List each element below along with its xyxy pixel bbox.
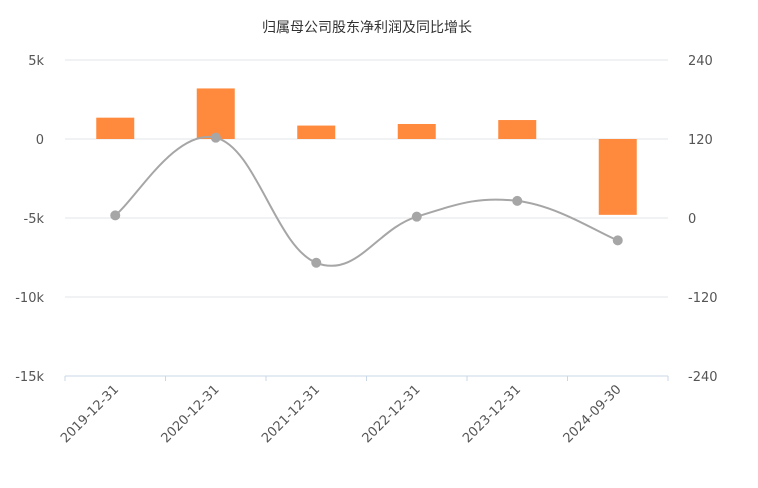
y-right-tick-label: 0 [688, 212, 696, 227]
bar [498, 120, 537, 139]
bar [297, 125, 336, 139]
x-tick-label: 2022-12-31 [360, 382, 424, 446]
y-left-tick-label: -5k [24, 212, 45, 227]
y-left-tick-label: -15k [15, 370, 44, 385]
y-left-tick-label: -10k [15, 291, 44, 306]
line-point [210, 132, 221, 143]
y-left-tick-label: 5k [28, 54, 44, 69]
bar [598, 139, 637, 215]
x-tick-label: 2019-12-31 [58, 382, 122, 446]
chart-title: 归属母公司股东净利润及同比增长 [262, 19, 472, 36]
line-point [512, 195, 523, 206]
x-tick-label: 2020-12-31 [159, 382, 223, 446]
bar-layer [96, 88, 637, 215]
y-right-tick-label: 120 [688, 133, 713, 148]
x-tick-label: 2023-12-31 [460, 382, 524, 446]
y-right-tick-label: -120 [688, 291, 718, 306]
x-tick-label: 2021-12-31 [259, 382, 323, 446]
bar [96, 117, 135, 139]
x-tick-label: 2024-09-30 [561, 382, 625, 446]
bar [196, 88, 235, 139]
y-right-tick-label: -240 [688, 370, 718, 385]
bar [397, 123, 436, 139]
line-point [612, 235, 623, 246]
growth-line [114, 135, 619, 267]
grid-layer [65, 59, 668, 298]
y-right-tick-label: 240 [688, 54, 713, 69]
line-point [411, 211, 422, 222]
y-left-tick-label: 0 [36, 133, 44, 148]
line-point [110, 210, 121, 221]
line-point [311, 257, 322, 268]
line-layer [110, 132, 623, 268]
